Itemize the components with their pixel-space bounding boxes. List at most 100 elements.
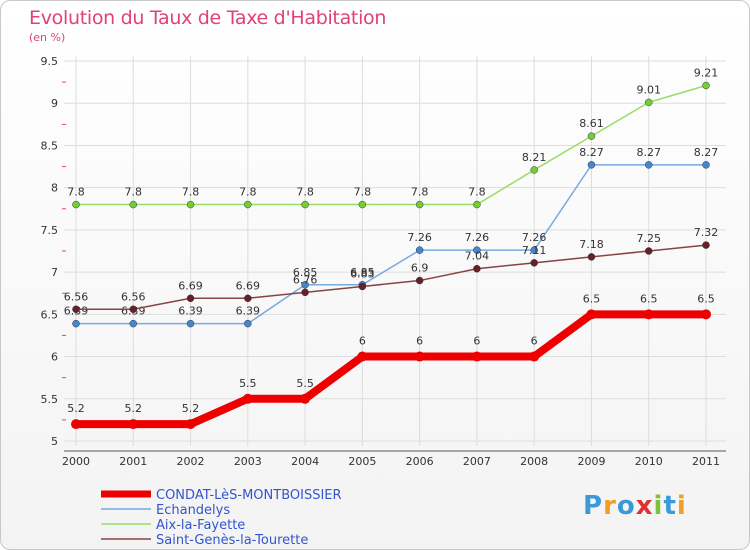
data-point: [72, 305, 80, 314]
data-point: [415, 276, 424, 285]
logo-letter: i: [653, 491, 664, 521]
x-tick-label: 2005: [348, 455, 376, 468]
data-point: [300, 393, 311, 404]
data-point: [128, 419, 139, 430]
data-point: [644, 247, 653, 255]
data-point: [72, 319, 80, 328]
data-point: [702, 81, 710, 90]
x-tick-label: 2003: [234, 455, 262, 468]
data-label: 5.2: [67, 402, 85, 415]
data-point: [587, 253, 596, 261]
data-point: [357, 351, 368, 362]
data-label: 7.8: [411, 186, 429, 199]
data-label: 7.8: [296, 186, 314, 199]
data-point: [586, 309, 597, 320]
y-tick-label: 6.5: [41, 308, 59, 321]
data-label: 8.21: [522, 151, 547, 164]
y-tick-label: 5.5: [41, 393, 59, 406]
data-label: 7.8: [67, 186, 85, 199]
data-point: [301, 288, 309, 297]
chart-subtitle: (en %): [29, 31, 66, 44]
data-point: [358, 200, 367, 209]
data-point: [530, 246, 538, 254]
data-point: [242, 393, 253, 404]
x-tick-label: 2002: [177, 455, 205, 468]
data-point: [415, 246, 424, 254]
series-line: [76, 164, 706, 325]
data-label: 6: [359, 335, 366, 348]
data-label: 6: [531, 335, 538, 348]
data-label: 6.5: [697, 292, 715, 305]
data-point: [358, 282, 367, 291]
series-line: [76, 244, 707, 311]
legend-label: Aix-la-Fayette: [156, 518, 245, 533]
data-point: [701, 309, 711, 320]
data-label: 7.8: [239, 186, 257, 199]
data-label: 6: [416, 335, 423, 348]
legend-label: CONDAT-LèS-MONTBOISSIER: [156, 488, 342, 503]
x-tick-label: 2007: [463, 455, 491, 468]
data-point: [244, 294, 252, 303]
data-label: 6.5: [583, 292, 601, 305]
data-label: 8.27: [636, 146, 661, 159]
data-point: [702, 241, 710, 249]
data-label: 7.26: [465, 231, 490, 244]
y-tick-label: 8: [51, 182, 58, 195]
logo-letter: P: [583, 491, 604, 521]
logo-letter: x: [635, 491, 654, 521]
data-label: 8.27: [579, 146, 604, 159]
y-tick-label: 5: [51, 435, 58, 448]
data-point: [529, 351, 540, 362]
data-point: [244, 319, 252, 328]
data-point: [185, 419, 196, 430]
logo-letter: i: [676, 491, 687, 521]
x-tick-label: 2011: [692, 455, 720, 468]
y-tick-label: 7.5: [41, 224, 59, 237]
y-tick-label: 7: [51, 266, 58, 279]
data-label: 7.8: [182, 186, 200, 199]
data-label: 6.69: [236, 279, 261, 292]
legend-label: Echandelys: [156, 503, 230, 518]
x-tick-label: 2009: [577, 455, 605, 468]
data-point: [244, 200, 252, 209]
x-tick-label: 2001: [119, 455, 147, 468]
data-point: [644, 161, 653, 169]
data-label: 6.83: [350, 267, 375, 280]
data-label: 7.8: [125, 186, 143, 199]
data-label: 6.85: [350, 266, 375, 279]
data-point: [643, 309, 654, 320]
data-label: 9.21: [694, 66, 719, 79]
logo-letter: o: [616, 491, 636, 521]
data-label: 6.76: [293, 273, 318, 286]
data-label: 6.9: [411, 262, 429, 275]
data-label: 6.39: [236, 305, 261, 318]
data-label: 7.25: [636, 232, 661, 245]
data-point: [301, 281, 309, 289]
data-point: [186, 200, 195, 209]
data-point: [186, 319, 195, 328]
data-point: [471, 351, 482, 362]
data-label: 7.8: [468, 186, 486, 199]
y-tick-label: 6: [51, 351, 58, 364]
data-point: [129, 319, 138, 328]
data-label: 6.85: [293, 266, 318, 279]
y-tick-label: 8.5: [41, 139, 59, 152]
data-label: 7.11: [522, 244, 547, 257]
data-point: [644, 98, 653, 107]
y-tick-label: 9.5: [41, 55, 59, 68]
data-label: 7.8: [354, 186, 372, 199]
data-label: 7.26: [407, 231, 432, 244]
x-tick-label: 2006: [406, 455, 434, 468]
data-point: [473, 200, 481, 209]
data-label: 7.26: [522, 231, 547, 244]
legend-label: Saint-Genès-la-Tourette: [156, 533, 308, 548]
data-label: 7.04: [465, 250, 490, 263]
data-point: [71, 419, 81, 430]
data-label: 5.5: [239, 377, 257, 390]
data-label: 6.39: [178, 305, 203, 318]
logo-letter: r: [603, 491, 617, 521]
data-label: 6.56: [64, 290, 89, 303]
data-point: [129, 200, 138, 209]
data-point: [415, 200, 424, 209]
